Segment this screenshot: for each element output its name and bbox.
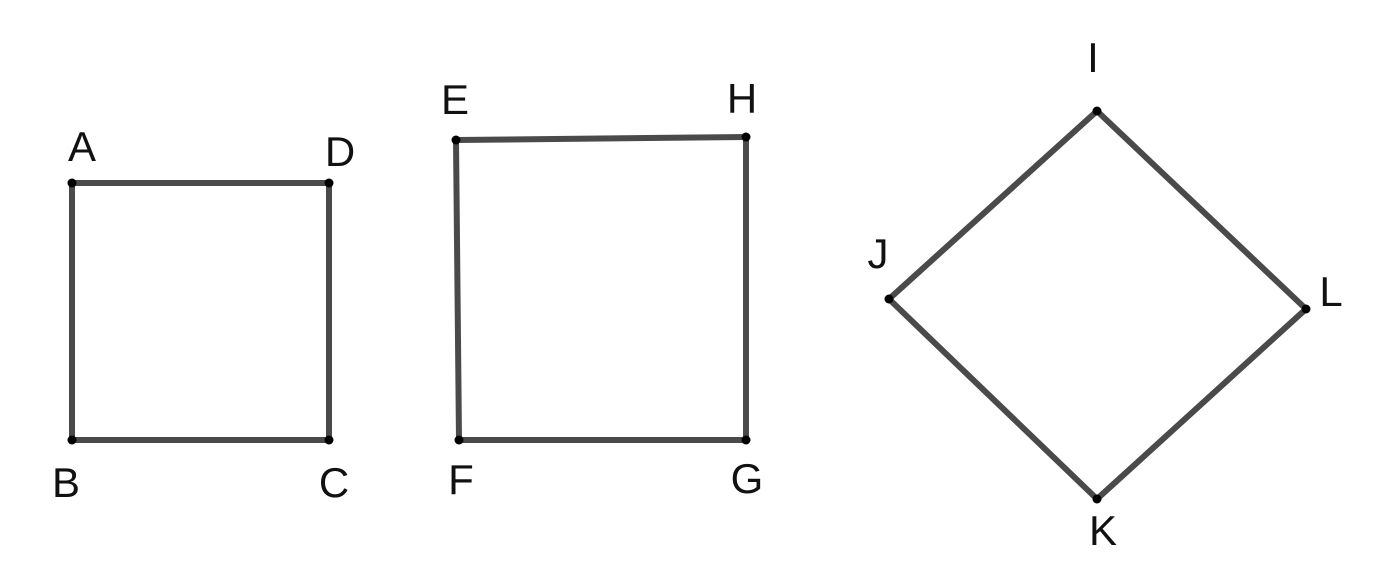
vertex-label-d: D xyxy=(325,128,355,175)
edge-lk xyxy=(1094,306,1309,502)
vertices-layer xyxy=(67,106,1311,504)
vertex-b xyxy=(67,435,77,445)
vertex-d xyxy=(324,178,334,188)
vertex-j xyxy=(884,294,894,304)
vertex-label-j: J xyxy=(868,230,889,277)
vertex-e xyxy=(451,135,461,145)
edge-fe xyxy=(453,137,462,443)
vertex-a xyxy=(67,178,77,188)
edges-layer xyxy=(69,108,1309,502)
vertex-label-c: C xyxy=(319,459,349,506)
vertex-label-k: K xyxy=(1089,507,1117,554)
vertex-label-i: I xyxy=(1087,34,1099,81)
vertex-i xyxy=(1092,106,1102,116)
vertex-c xyxy=(324,435,334,445)
vertex-label-f: F xyxy=(448,456,474,503)
vertex-l xyxy=(1301,304,1311,314)
vertex-label-b: B xyxy=(52,459,80,506)
vertex-h xyxy=(741,132,751,142)
labels-layer: A D C B E H G F I L K J xyxy=(52,34,1343,554)
vertex-label-h: H xyxy=(727,75,757,122)
vertex-label-a: A xyxy=(68,123,96,170)
vertex-f xyxy=(454,435,464,445)
vertex-label-l: L xyxy=(1319,268,1342,315)
vertex-label-g: G xyxy=(731,455,764,502)
vertex-g xyxy=(741,435,751,445)
edge-kj xyxy=(886,296,1100,502)
edge-eh xyxy=(453,134,749,143)
edge-il xyxy=(1094,108,1309,312)
edge-ji xyxy=(886,108,1100,302)
vertex-k xyxy=(1092,494,1102,504)
vertex-label-e: E xyxy=(441,76,469,123)
